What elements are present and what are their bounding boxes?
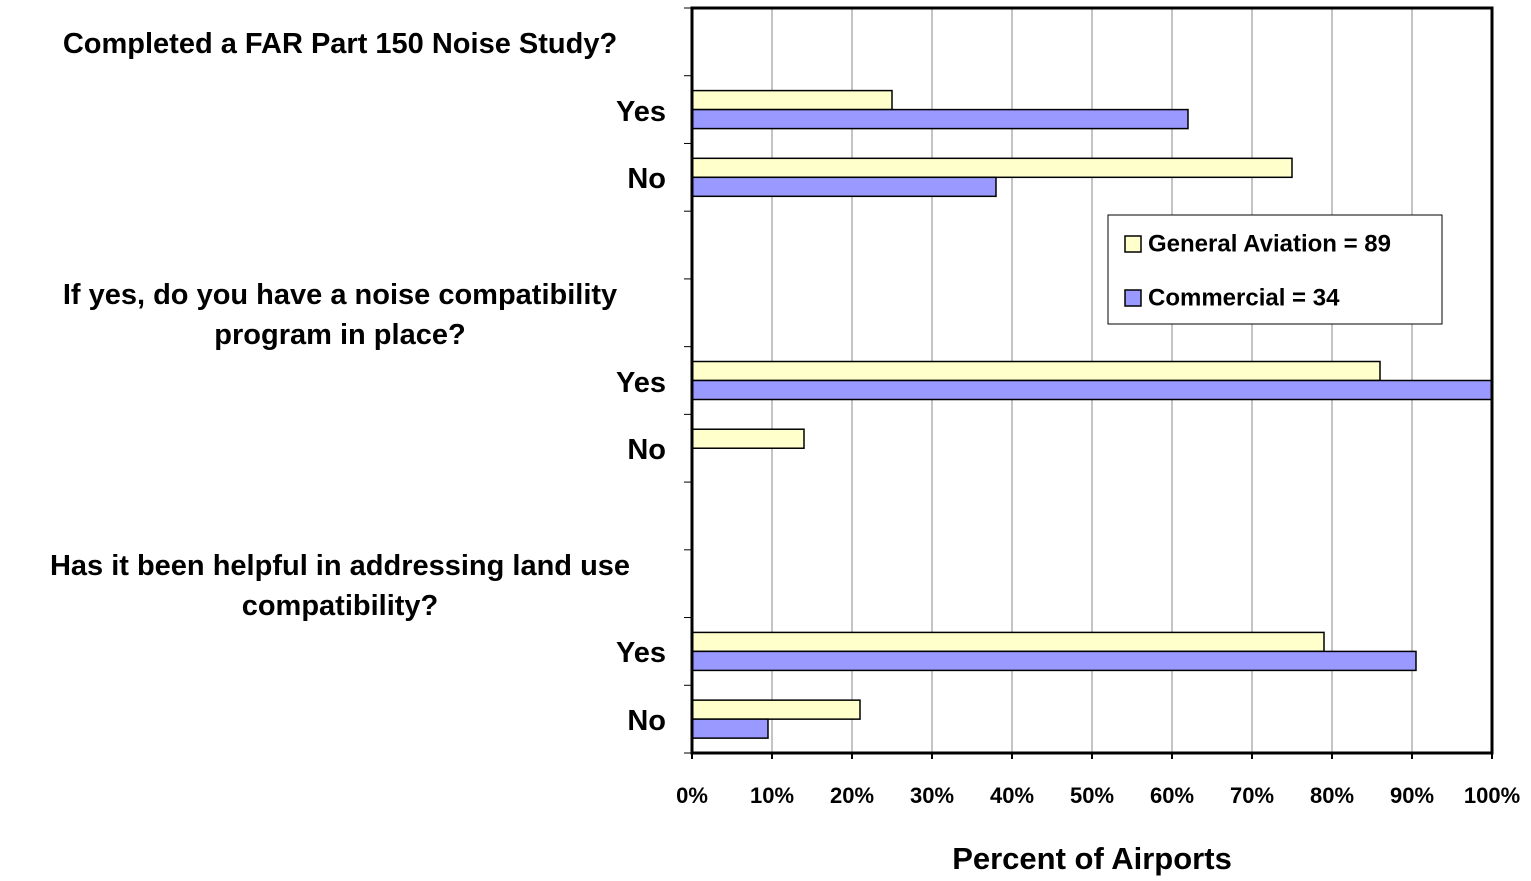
x-tick-label: 40%	[990, 783, 1034, 808]
bar	[691, 650, 1417, 672]
bar	[691, 108, 1189, 130]
group-label: Has it been helpful in addressing land u…	[49, 549, 631, 622]
x-tick-label: 60%	[1150, 783, 1194, 808]
legend-swatch	[1124, 289, 1142, 307]
x-tick-label: 100%	[1464, 783, 1520, 808]
legend-box	[1107, 214, 1443, 325]
bar	[691, 176, 997, 198]
bar	[691, 157, 1293, 179]
category-label: Yes	[616, 95, 666, 128]
group-label: Completed a FAR Part 150 Noise Study?	[62, 27, 618, 60]
x-tick-label: 10%	[750, 783, 794, 808]
bar	[691, 360, 1381, 382]
bar	[691, 89, 893, 111]
category-label: Yes	[616, 366, 666, 399]
x-tick-label: 0%	[676, 783, 708, 808]
x-axis-title: Percent of Airports	[952, 841, 1232, 876]
bar	[691, 631, 1325, 653]
category-label: No	[627, 434, 666, 467]
legend-label: Commercial = 34	[1148, 284, 1340, 311]
x-tick-label: 30%	[910, 783, 954, 808]
bar	[691, 428, 805, 449]
x-tick-label: 90%	[1390, 783, 1434, 808]
x-tick-label: 80%	[1310, 783, 1354, 808]
legend-label: General Aviation = 89	[1148, 230, 1391, 257]
bar	[691, 699, 861, 720]
group-label: If yes, do you have a noise compatibilit…	[62, 278, 618, 351]
category-label: No	[627, 705, 666, 738]
x-tick-label: 50%	[1070, 783, 1114, 808]
legend-swatch	[1124, 235, 1142, 253]
x-tick-label: 70%	[1230, 783, 1274, 808]
bar	[691, 379, 1493, 401]
bar	[691, 718, 769, 739]
x-tick-label: 20%	[830, 783, 874, 808]
category-label: No	[627, 163, 666, 196]
category-label: Yes	[616, 637, 666, 670]
plot-frame	[690, 6, 1494, 755]
